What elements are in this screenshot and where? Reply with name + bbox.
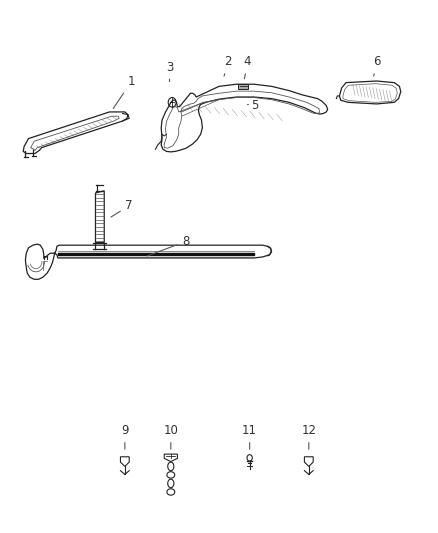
Text: 11: 11 <box>242 424 257 449</box>
Text: 6: 6 <box>373 55 381 76</box>
Text: 8: 8 <box>147 235 190 256</box>
Polygon shape <box>238 84 248 89</box>
Text: 4: 4 <box>244 55 251 79</box>
Text: 1: 1 <box>113 75 135 109</box>
Text: 5: 5 <box>247 99 258 112</box>
Text: 3: 3 <box>166 61 173 82</box>
Text: 10: 10 <box>163 424 178 449</box>
Text: 12: 12 <box>301 424 316 449</box>
Text: 2: 2 <box>224 55 232 76</box>
Text: 7: 7 <box>111 199 133 217</box>
Text: 9: 9 <box>121 424 129 449</box>
